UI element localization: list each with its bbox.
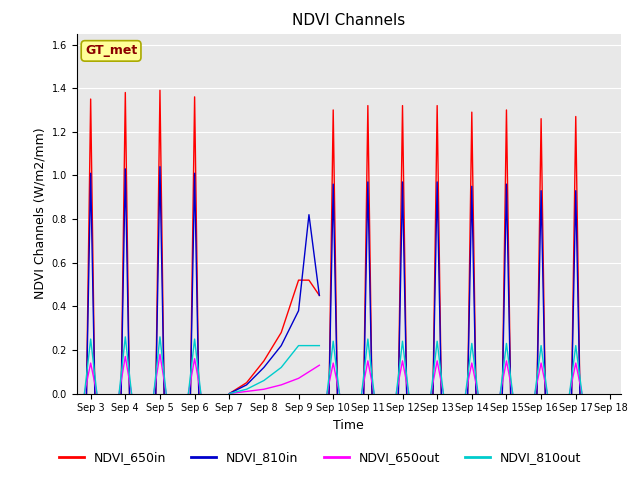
Title: NDVI Channels: NDVI Channels	[292, 13, 405, 28]
Y-axis label: NDVI Channels (W/m2/mm): NDVI Channels (W/m2/mm)	[33, 128, 46, 300]
Text: GT_met: GT_met	[85, 44, 137, 58]
X-axis label: Time: Time	[333, 419, 364, 432]
Legend: NDVI_650in, NDVI_810in, NDVI_650out, NDVI_810out: NDVI_650in, NDVI_810in, NDVI_650out, NDV…	[54, 446, 586, 469]
